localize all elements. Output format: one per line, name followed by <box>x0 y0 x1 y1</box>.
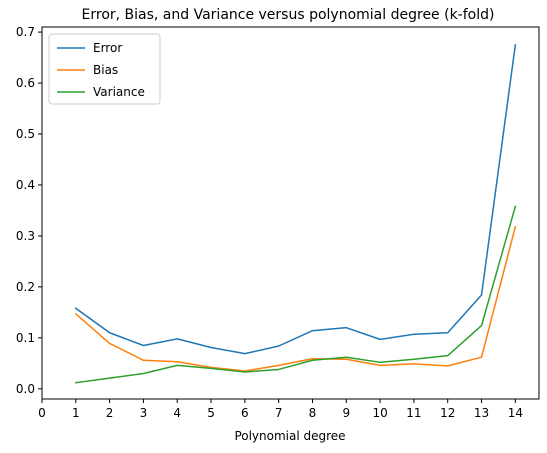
y-tick-label: 0.1 <box>16 331 35 345</box>
legend: Error Bias Variance <box>48 33 161 105</box>
y-axis: 0.0 0.1 0.2 0.3 0.4 0.5 0.6 0.7 <box>16 25 42 396</box>
plot-frame <box>41 26 540 400</box>
x-tick-label: 7 <box>275 406 283 420</box>
x-tick-label: 11 <box>406 406 421 420</box>
x-tick-label: 14 <box>508 406 523 420</box>
x-tick-label: 3 <box>140 406 148 420</box>
y-tick-label: 0.5 <box>16 127 35 141</box>
series-line-bias <box>74 225 517 372</box>
y-tick-label: 0.7 <box>16 25 35 39</box>
series-line-variance <box>74 205 517 384</box>
x-tick-label: 9 <box>342 406 350 420</box>
x-axis: 0 1 2 3 4 5 6 7 8 9 10 11 12 13 14 <box>38 399 523 420</box>
x-tick-label: 10 <box>372 406 387 420</box>
x-tick-label: 2 <box>106 406 114 420</box>
x-tick-label: 8 <box>309 406 317 420</box>
y-tick-label: 0.4 <box>16 178 35 192</box>
legend-box <box>48 33 161 105</box>
y-tick-label: 0.0 <box>16 382 35 396</box>
y-tick-label: 0.2 <box>16 280 35 294</box>
x-tick-label: 1 <box>72 406 80 420</box>
x-tick-label: 0 <box>38 406 46 420</box>
legend-label-bias: Bias <box>93 63 118 77</box>
legend-label-variance: Variance <box>93 85 145 99</box>
x-tick-label: 4 <box>173 406 181 420</box>
y-tick-label: 0.3 <box>16 229 35 243</box>
chart-title: Error, Bias, and Variance versus polynom… <box>82 7 495 23</box>
series-line-error <box>74 43 517 355</box>
x-tick-label: 13 <box>474 406 489 420</box>
y-tick-label: 0.6 <box>16 76 35 90</box>
series-lines <box>74 43 517 384</box>
x-axis-label: Polynomial degree <box>234 429 345 443</box>
x-tick-label: 12 <box>440 406 455 420</box>
legend-label-error: Error <box>93 41 122 55</box>
x-tick-label: 5 <box>207 406 215 420</box>
x-tick-label: 6 <box>241 406 249 420</box>
